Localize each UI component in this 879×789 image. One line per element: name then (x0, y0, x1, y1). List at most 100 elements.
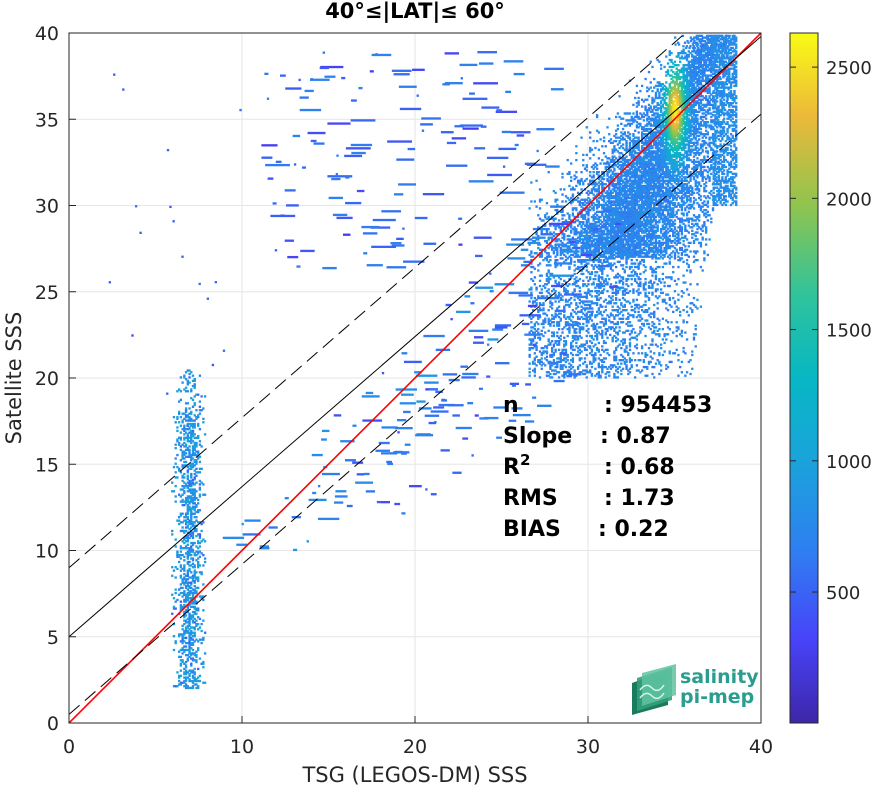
density-cell-2529 (659, 229, 663, 232)
density-cell-1169 (623, 290, 626, 293)
density-cell-3038 (661, 214, 665, 217)
density-cell-2257 (685, 238, 689, 241)
density-cell-2990 (675, 215, 678, 219)
density-cell-875 (616, 310, 620, 314)
density-cell-2817 (666, 221, 670, 224)
density-cell-4349 (706, 171, 710, 174)
density-cell-1901 (550, 246, 554, 250)
density-cell-922 (583, 307, 587, 310)
density-cell-2470 (647, 231, 651, 234)
density-cell-2825 (540, 219, 543, 222)
density-cell-4976 (682, 145, 685, 148)
density-cell-1349 (575, 276, 578, 279)
density-cell-2601 (563, 226, 566, 229)
density-cell-1006 (665, 302, 668, 305)
density-cell-3146 (658, 210, 661, 213)
density-cell-2393 (601, 233, 604, 236)
density-cell-4103 (611, 177, 614, 181)
density-cell-3171 (613, 208, 616, 212)
density-cell-3614 (654, 195, 658, 198)
density-cell-2149 (575, 240, 578, 243)
density-cell-1241 (668, 284, 671, 288)
density-cell-2321 (701, 236, 704, 239)
density-cell-3622 (668, 195, 671, 198)
density-cell-81 (552, 369, 556, 372)
density-cell-453 (590, 341, 594, 345)
density-cell-3919 (642, 184, 645, 188)
density-cell-4037 (535, 179, 538, 182)
density-cell-3055 (571, 212, 575, 215)
density-cell-4397 (613, 167, 616, 170)
density-cell-719 (552, 321, 556, 324)
density-cell-879 (642, 310, 645, 314)
density-cell-869 (580, 310, 583, 314)
density-cell-3889 (680, 186, 684, 189)
density-cell-3695 (606, 191, 609, 195)
density-cell-584 (616, 331, 620, 334)
density-cell-4032 (687, 181, 690, 184)
density-cell-953 (640, 305, 644, 308)
density-cell-1218 (538, 284, 542, 288)
density-cell-3277 (609, 205, 613, 208)
density-cell-3044 (673, 214, 677, 217)
density-cell-3568 (672, 196, 675, 200)
density-cell-650 (582, 326, 585, 329)
density-cell-2764 (665, 222, 668, 226)
density-cell-996 (594, 302, 597, 305)
density-cell-3272 (597, 205, 601, 208)
density-cell-2879 (684, 219, 687, 222)
density-cell-405 (575, 345, 578, 348)
density-cell-3489 (595, 198, 599, 201)
density-cell-4460 (656, 165, 659, 169)
density-cell-2009 (672, 245, 675, 248)
density-cell-800 (571, 315, 575, 319)
density-cell-3159 (575, 208, 578, 212)
density-cell-3221 (604, 207, 607, 210)
density-cell-1473 (644, 265, 647, 269)
density-cell-703 (613, 322, 616, 326)
density-cell-4362 (637, 169, 640, 172)
density-cell-103 (561, 367, 564, 370)
density-cell-717 (547, 321, 550, 324)
density-cell-614 (675, 329, 678, 333)
density-cell-1025 (602, 300, 606, 303)
density-cell-4478 (696, 165, 699, 169)
density-cell-1433 (685, 269, 689, 272)
density-cell-4033 (694, 181, 697, 184)
density-cell-4288 (694, 172, 697, 176)
density-cell-454 (597, 341, 601, 345)
density-cell-4942 (687, 146, 690, 150)
density-cell-2139 (699, 241, 703, 245)
density-cell-3256 (672, 207, 675, 210)
density-cell-1823 (653, 250, 656, 253)
density-cell-1489 (573, 264, 576, 267)
density-cell-3054 (566, 212, 569, 215)
density-cell-3316 (583, 203, 587, 207)
density-cell-3163 (589, 208, 592, 212)
density-cell-3717 (651, 191, 654, 195)
density-cell-3589 (608, 195, 611, 198)
density-cell-198 (571, 360, 575, 364)
density-cell-4010 (630, 181, 633, 184)
density-cell-1224 (582, 284, 585, 288)
density-cell-2113 (632, 241, 635, 245)
density-cell-4408 (642, 167, 645, 170)
density-cell-1932 (627, 246, 630, 250)
density-cell-3701 (618, 191, 621, 195)
density-cell-1873 (621, 248, 625, 251)
density-cell-3664 (646, 193, 649, 196)
density-cell-2598 (554, 226, 557, 229)
density-cell-678 (594, 324, 597, 327)
density-cell-1584 (606, 257, 609, 260)
density-cell-950 (630, 305, 633, 308)
density-cell-611 (639, 329, 642, 333)
density-cell-2516 (635, 229, 639, 232)
density-cell-1863 (604, 248, 607, 251)
density-cell-2683 (608, 224, 611, 227)
density-cell-2538 (685, 229, 689, 232)
density-cell-3932 (672, 184, 675, 188)
density-cell-4504 (640, 164, 644, 167)
density-cell-0 (538, 376, 542, 379)
density-cell-896 (583, 309, 587, 312)
density-cell-549 (595, 333, 599, 336)
